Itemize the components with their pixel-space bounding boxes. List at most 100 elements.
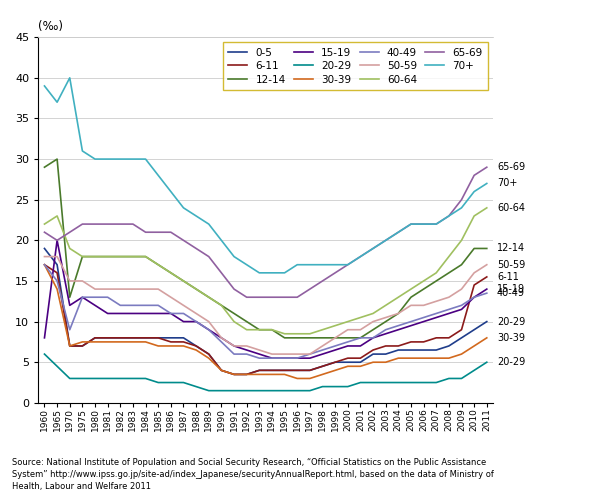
- 20-29: [79, 375, 86, 381]
- 20-29: [344, 383, 351, 389]
- 30-39: [470, 343, 478, 349]
- 6-11: [268, 368, 276, 373]
- 0-5: [470, 327, 478, 333]
- 0-5: [445, 343, 453, 349]
- 20-29: [483, 359, 491, 365]
- 15-19: [104, 310, 111, 316]
- 65-69: [205, 253, 212, 259]
- 65-69: [432, 221, 440, 227]
- 15-19: [420, 318, 427, 324]
- 0-5: [155, 335, 162, 341]
- 20-29: [420, 379, 427, 385]
- 50-59: [53, 253, 61, 259]
- Legend: 0-5, 6-11, 12-14, 15-19, 20-29, 30-39, 40-49, 50-59, 60-64, 65-69, 70+: 0-5, 6-11, 12-14, 15-19, 20-29, 30-39, 4…: [223, 43, 488, 90]
- 60-64: [382, 303, 389, 309]
- 50-59: [357, 327, 364, 333]
- 50-59: [66, 278, 74, 284]
- 20-29: [243, 388, 251, 394]
- 0-5: [243, 372, 251, 377]
- 50-59: [155, 286, 162, 292]
- 50-59: [458, 286, 465, 292]
- 20-29: [155, 379, 162, 385]
- 0-5: [104, 335, 111, 341]
- 70+: [395, 229, 402, 235]
- 0-5: [79, 343, 86, 349]
- 6-11: [332, 359, 339, 365]
- 65-69: [281, 294, 288, 300]
- 6-11: [218, 368, 225, 373]
- 50-59: [306, 351, 314, 357]
- 20-29: [382, 379, 389, 385]
- 30-39: [382, 359, 389, 365]
- 20-29: [293, 388, 301, 394]
- 40-49: [382, 327, 389, 333]
- 15-19: [167, 310, 174, 316]
- 50-59: [407, 303, 414, 309]
- 6-11: [91, 335, 99, 341]
- 20-29: [192, 383, 200, 389]
- 6-11: [167, 339, 174, 345]
- 60-64: [268, 327, 276, 333]
- 50-59: [104, 286, 111, 292]
- 6-11: [470, 282, 478, 288]
- 15-19: [458, 307, 465, 312]
- 6-11: [344, 355, 351, 361]
- 15-19: [155, 310, 162, 316]
- 60-64: [130, 253, 137, 259]
- 30-39: [192, 347, 200, 353]
- 65-69: [142, 229, 149, 235]
- 6-11: [293, 368, 301, 373]
- 6-11: [205, 351, 212, 357]
- 40-49: [420, 314, 427, 320]
- 40-49: [192, 318, 200, 324]
- 20-29: [255, 388, 263, 394]
- 60-64: [395, 294, 402, 300]
- 50-59: [344, 327, 351, 333]
- 30-39: [218, 368, 225, 373]
- 20-29: [66, 375, 74, 381]
- 20-29: [268, 388, 276, 394]
- 15-19: [432, 314, 440, 320]
- 50-59: [192, 310, 200, 316]
- 30-39: [420, 355, 427, 361]
- 15-19: [117, 310, 124, 316]
- 70+: [79, 148, 86, 154]
- Text: 65-69: 65-69: [497, 162, 525, 172]
- 70+: [180, 205, 187, 211]
- 12-14: [395, 310, 402, 316]
- 65-69: [130, 221, 137, 227]
- 12-14: [268, 327, 276, 333]
- 15-19: [180, 318, 187, 324]
- 6-11: [104, 335, 111, 341]
- 50-59: [117, 286, 124, 292]
- 60-64: [79, 253, 86, 259]
- 60-64: [370, 310, 377, 316]
- Line: 0-5: 0-5: [44, 248, 487, 374]
- 70+: [432, 221, 440, 227]
- 0-5: [255, 368, 263, 373]
- 30-39: [66, 343, 74, 349]
- 30-39: [41, 262, 48, 268]
- 30-39: [130, 339, 137, 345]
- 6-11: [281, 368, 288, 373]
- 6-11: [432, 335, 440, 341]
- 50-59: [319, 343, 326, 349]
- 15-19: [306, 355, 314, 361]
- 6-11: [395, 343, 402, 349]
- 15-19: [357, 343, 364, 349]
- 30-39: [243, 372, 251, 377]
- 0-5: [117, 335, 124, 341]
- 6-11: [357, 355, 364, 361]
- 65-69: [420, 221, 427, 227]
- 30-39: [432, 355, 440, 361]
- 65-69: [268, 294, 276, 300]
- 12-14: [382, 318, 389, 324]
- 30-39: [445, 355, 453, 361]
- 30-39: [395, 355, 402, 361]
- 70+: [281, 270, 288, 276]
- 65-69: [218, 270, 225, 276]
- 15-19: [130, 310, 137, 316]
- 15-19: [142, 310, 149, 316]
- 70+: [357, 253, 364, 259]
- Text: (‰): (‰): [38, 20, 63, 33]
